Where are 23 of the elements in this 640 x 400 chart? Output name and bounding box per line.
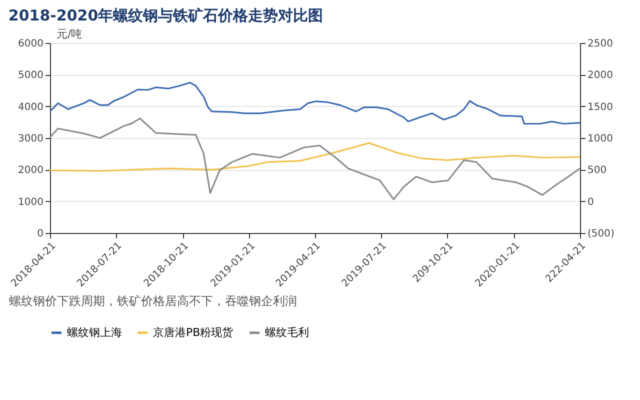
legend-label: 螺纹毛利 <box>265 326 309 339</box>
text: 螺纹钢价下跌周期，铁矿价格居高不下，吞噬钢企利润 <box>8 294 297 308</box>
y-tick-label: 4000 <box>18 102 44 113</box>
y2-tick-label: 2000 <box>588 70 613 82</box>
line-series <box>49 142 581 172</box>
y-tick-label: 3000 <box>18 134 44 144</box>
y-tick-label: 0 <box>37 228 44 240</box>
y2-tick-label: 500 <box>588 165 607 176</box>
y-tick-label: 2000 <box>18 165 44 176</box>
y2-tick-label: (500) <box>588 228 614 240</box>
y-tick-label: 5000 <box>18 70 44 82</box>
y2-tick-label: 1000 <box>588 134 613 144</box>
legend-label: 京唐港PB粉现货 <box>153 326 234 339</box>
y2-tick-label: 0 <box>588 196 594 208</box>
legend-label: 螺纹钢上海 <box>67 326 122 339</box>
y2-tick-label: 1500 <box>588 102 613 113</box>
y-tick-label: 1000 <box>18 196 44 208</box>
y2-tick-label: 2500 <box>588 38 613 50</box>
chart-title: 2018-2020年螺纹钢与铁矿石价格走势对比图 <box>8 6 324 24</box>
line-series <box>49 82 581 125</box>
y-axis-title: 元/吨 <box>56 28 82 40</box>
y-tick-label: 6000 <box>18 38 44 50</box>
line-series <box>49 118 581 200</box>
